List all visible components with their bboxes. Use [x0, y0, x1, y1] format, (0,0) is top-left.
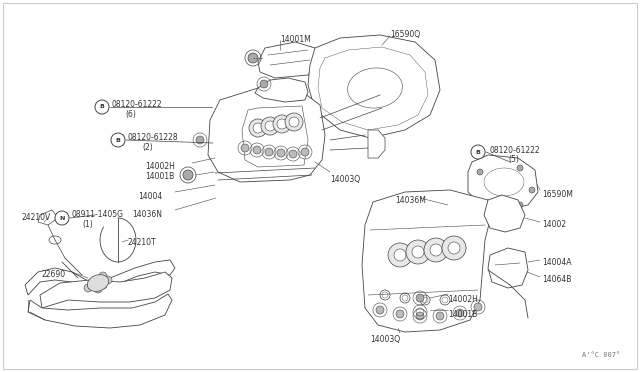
- Polygon shape: [258, 42, 318, 78]
- Circle shape: [265, 121, 275, 131]
- Circle shape: [89, 280, 97, 288]
- Circle shape: [273, 115, 291, 133]
- Polygon shape: [488, 248, 528, 288]
- Circle shape: [517, 202, 523, 208]
- Circle shape: [289, 117, 299, 127]
- Text: 24210V: 24210V: [22, 213, 51, 222]
- Circle shape: [456, 309, 464, 317]
- Polygon shape: [362, 190, 490, 332]
- Circle shape: [416, 294, 424, 302]
- Ellipse shape: [348, 68, 403, 108]
- Text: 14002: 14002: [542, 220, 566, 229]
- Polygon shape: [208, 88, 325, 182]
- Text: (6): (6): [125, 110, 136, 119]
- Circle shape: [376, 306, 384, 314]
- Circle shape: [430, 244, 442, 256]
- Text: 08120-61228: 08120-61228: [128, 133, 179, 142]
- Circle shape: [253, 123, 263, 133]
- Circle shape: [529, 187, 535, 193]
- Circle shape: [394, 249, 406, 261]
- Circle shape: [99, 281, 107, 289]
- Circle shape: [94, 276, 102, 284]
- Text: 14004: 14004: [138, 192, 163, 201]
- Circle shape: [55, 211, 69, 225]
- Ellipse shape: [484, 168, 524, 196]
- Text: 14036M: 14036M: [395, 196, 426, 205]
- Circle shape: [477, 169, 483, 175]
- Text: 14001M: 14001M: [280, 35, 311, 44]
- Text: A'°C 007°: A'°C 007°: [582, 352, 620, 358]
- Circle shape: [416, 312, 424, 320]
- Circle shape: [95, 100, 109, 114]
- Text: B: B: [100, 105, 104, 109]
- Text: 16590M: 16590M: [542, 190, 573, 199]
- Text: 16590Q: 16590Q: [390, 30, 420, 39]
- Circle shape: [474, 303, 482, 311]
- Circle shape: [248, 53, 258, 63]
- Text: 14003Q: 14003Q: [330, 175, 360, 184]
- Text: 14001B: 14001B: [145, 172, 174, 181]
- Circle shape: [471, 145, 485, 159]
- Circle shape: [277, 149, 285, 157]
- Text: 24210T: 24210T: [128, 238, 157, 247]
- Polygon shape: [28, 294, 172, 328]
- Text: (2): (2): [142, 143, 153, 152]
- Polygon shape: [468, 155, 538, 210]
- Circle shape: [388, 243, 412, 267]
- Text: B: B: [476, 150, 481, 154]
- Circle shape: [289, 150, 297, 158]
- Polygon shape: [25, 260, 175, 295]
- Text: (1): (1): [82, 220, 93, 229]
- Polygon shape: [38, 210, 58, 225]
- Circle shape: [301, 148, 309, 156]
- Circle shape: [241, 144, 249, 152]
- Text: 14002H: 14002H: [145, 162, 175, 171]
- Circle shape: [260, 80, 268, 88]
- Ellipse shape: [87, 275, 109, 291]
- Polygon shape: [242, 106, 308, 167]
- Circle shape: [183, 170, 193, 180]
- Circle shape: [94, 285, 102, 293]
- Circle shape: [84, 284, 92, 292]
- Circle shape: [406, 240, 430, 264]
- Circle shape: [517, 165, 523, 171]
- Polygon shape: [308, 35, 440, 138]
- Text: 08120-61222: 08120-61222: [490, 146, 541, 155]
- Text: 14001B: 14001B: [448, 310, 477, 319]
- Circle shape: [448, 242, 460, 254]
- Text: 08120-61222: 08120-61222: [112, 100, 163, 109]
- Text: 08911-1405G: 08911-1405G: [72, 210, 124, 219]
- Text: (5): (5): [508, 155, 519, 164]
- Polygon shape: [368, 130, 385, 158]
- Text: N: N: [60, 215, 65, 221]
- Circle shape: [261, 117, 279, 135]
- Text: 14004A: 14004A: [542, 258, 572, 267]
- Text: 14036N: 14036N: [132, 210, 162, 219]
- Ellipse shape: [49, 236, 61, 244]
- Text: B: B: [116, 138, 120, 142]
- Polygon shape: [484, 195, 525, 232]
- Polygon shape: [318, 47, 428, 130]
- Text: 14002H: 14002H: [448, 295, 478, 304]
- Circle shape: [265, 148, 273, 156]
- Text: 22690: 22690: [42, 270, 66, 279]
- Circle shape: [285, 113, 303, 131]
- Circle shape: [396, 310, 404, 318]
- Polygon shape: [255, 78, 308, 102]
- Circle shape: [277, 119, 287, 129]
- Circle shape: [412, 246, 424, 258]
- Circle shape: [249, 119, 267, 137]
- Circle shape: [253, 146, 261, 154]
- Circle shape: [196, 136, 204, 144]
- Text: 14003Q: 14003Q: [370, 335, 400, 344]
- Circle shape: [479, 201, 485, 207]
- Circle shape: [111, 133, 125, 147]
- Circle shape: [442, 236, 466, 260]
- Circle shape: [104, 276, 112, 284]
- Text: 14064B: 14064B: [542, 275, 572, 284]
- Circle shape: [99, 272, 107, 280]
- Circle shape: [424, 238, 448, 262]
- Polygon shape: [40, 272, 172, 308]
- Circle shape: [436, 312, 444, 320]
